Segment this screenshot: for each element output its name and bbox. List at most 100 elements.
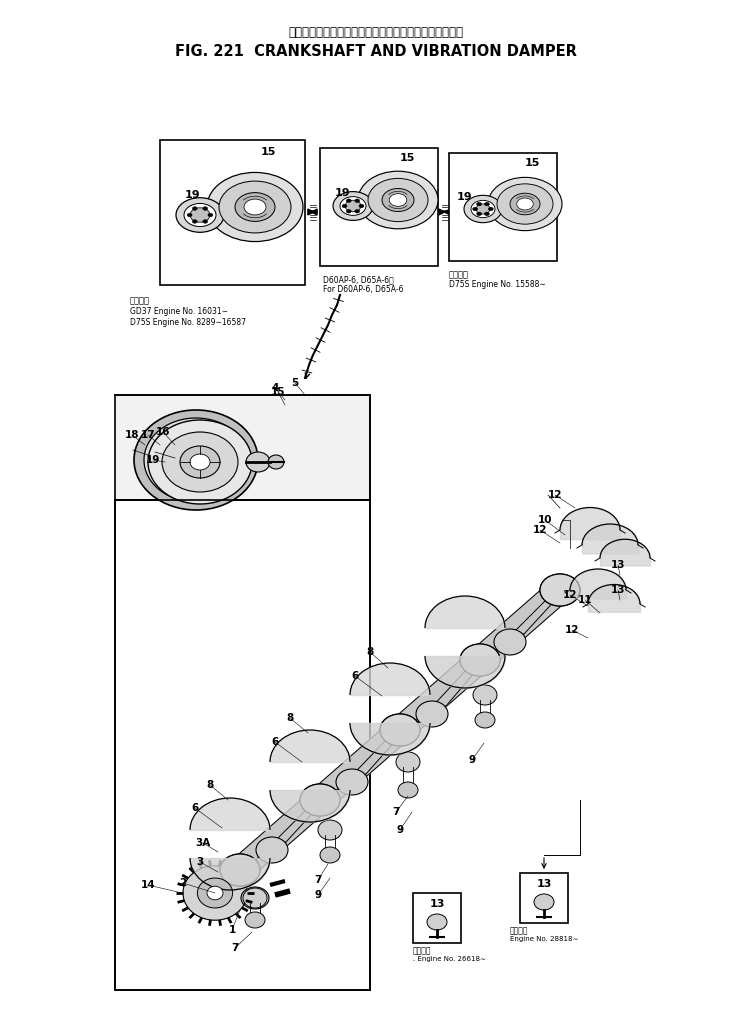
- Ellipse shape: [382, 188, 414, 212]
- Ellipse shape: [398, 782, 418, 798]
- Polygon shape: [338, 722, 412, 790]
- Ellipse shape: [235, 192, 275, 222]
- Ellipse shape: [220, 854, 260, 886]
- Text: 15: 15: [261, 147, 276, 157]
- Ellipse shape: [473, 207, 477, 211]
- Text: 6: 6: [352, 671, 358, 681]
- Text: 19: 19: [334, 188, 350, 198]
- Bar: [520, 873, 568, 923]
- Ellipse shape: [368, 178, 428, 222]
- Polygon shape: [496, 582, 572, 650]
- Text: 2: 2: [179, 878, 187, 888]
- Ellipse shape: [389, 193, 407, 206]
- Text: 13: 13: [429, 899, 445, 909]
- Ellipse shape: [517, 198, 533, 210]
- Ellipse shape: [510, 193, 540, 215]
- Ellipse shape: [345, 200, 361, 212]
- Ellipse shape: [256, 837, 288, 863]
- Polygon shape: [472, 580, 568, 670]
- Text: 12: 12: [562, 590, 578, 600]
- Ellipse shape: [476, 204, 490, 214]
- Polygon shape: [392, 650, 488, 740]
- Bar: [320, 148, 438, 266]
- Ellipse shape: [346, 210, 352, 214]
- Ellipse shape: [176, 197, 224, 232]
- Text: For D60AP-6, D65A-6: For D60AP-6, D65A-6: [323, 285, 404, 294]
- Ellipse shape: [460, 644, 500, 676]
- Polygon shape: [308, 774, 366, 807]
- Ellipse shape: [488, 177, 562, 231]
- Text: 適用年影: 適用年影: [413, 946, 431, 955]
- Text: 6: 6: [271, 737, 279, 747]
- Ellipse shape: [243, 888, 267, 908]
- Ellipse shape: [248, 893, 262, 903]
- Ellipse shape: [416, 701, 448, 727]
- Ellipse shape: [144, 418, 248, 502]
- Polygon shape: [388, 706, 446, 738]
- Text: 9: 9: [468, 755, 476, 765]
- Text: 12: 12: [533, 525, 547, 535]
- Ellipse shape: [355, 199, 360, 202]
- Text: Engine No. 28818∼: Engine No. 28818∼: [510, 936, 578, 942]
- Text: 9: 9: [315, 890, 322, 900]
- Text: 1: 1: [228, 925, 236, 935]
- Text: 13: 13: [611, 585, 625, 595]
- Ellipse shape: [494, 629, 526, 655]
- Text: 6: 6: [191, 803, 199, 813]
- Ellipse shape: [380, 714, 420, 746]
- Ellipse shape: [187, 214, 192, 217]
- Ellipse shape: [346, 199, 352, 202]
- Ellipse shape: [207, 173, 303, 242]
- Ellipse shape: [220, 854, 260, 886]
- Ellipse shape: [203, 206, 208, 211]
- Ellipse shape: [475, 712, 495, 728]
- Ellipse shape: [460, 644, 500, 676]
- Ellipse shape: [540, 574, 580, 606]
- Ellipse shape: [358, 171, 438, 229]
- Ellipse shape: [342, 204, 347, 207]
- Ellipse shape: [320, 847, 340, 863]
- Polygon shape: [312, 720, 408, 810]
- Ellipse shape: [184, 203, 216, 227]
- Ellipse shape: [268, 455, 284, 469]
- Ellipse shape: [488, 207, 493, 211]
- Text: 17: 17: [141, 430, 155, 440]
- Text: 19: 19: [146, 455, 160, 465]
- Text: 11: 11: [578, 595, 593, 605]
- Bar: [160, 140, 305, 285]
- Ellipse shape: [484, 202, 489, 205]
- Polygon shape: [258, 792, 332, 858]
- Ellipse shape: [162, 432, 238, 492]
- Text: 7: 7: [314, 875, 322, 885]
- Ellipse shape: [336, 769, 368, 795]
- Ellipse shape: [192, 220, 197, 224]
- Ellipse shape: [380, 714, 420, 746]
- Text: 10: 10: [538, 515, 552, 525]
- Ellipse shape: [241, 887, 269, 909]
- Polygon shape: [183, 865, 247, 920]
- Ellipse shape: [427, 914, 447, 930]
- Ellipse shape: [477, 202, 482, 205]
- Text: 8: 8: [206, 780, 214, 790]
- Ellipse shape: [484, 213, 489, 216]
- Text: 8: 8: [286, 713, 294, 723]
- Ellipse shape: [497, 184, 553, 224]
- Text: 15: 15: [271, 387, 285, 397]
- Text: 12: 12: [547, 490, 562, 500]
- Ellipse shape: [396, 752, 420, 772]
- Ellipse shape: [477, 213, 482, 216]
- Ellipse shape: [359, 204, 364, 207]
- Ellipse shape: [203, 220, 208, 224]
- Text: 16: 16: [156, 427, 170, 437]
- Bar: [413, 893, 461, 943]
- Text: 15: 15: [524, 158, 540, 168]
- Polygon shape: [418, 652, 492, 722]
- Ellipse shape: [208, 214, 213, 217]
- Ellipse shape: [540, 574, 580, 606]
- Ellipse shape: [534, 894, 554, 910]
- Text: 8: 8: [367, 647, 373, 657]
- Ellipse shape: [192, 206, 197, 211]
- Text: クランクシャフト　および　バイブレーション　ダンパ: クランクシャフト および バイブレーション ダンパ: [288, 25, 464, 39]
- Ellipse shape: [219, 181, 291, 233]
- Bar: [449, 153, 557, 261]
